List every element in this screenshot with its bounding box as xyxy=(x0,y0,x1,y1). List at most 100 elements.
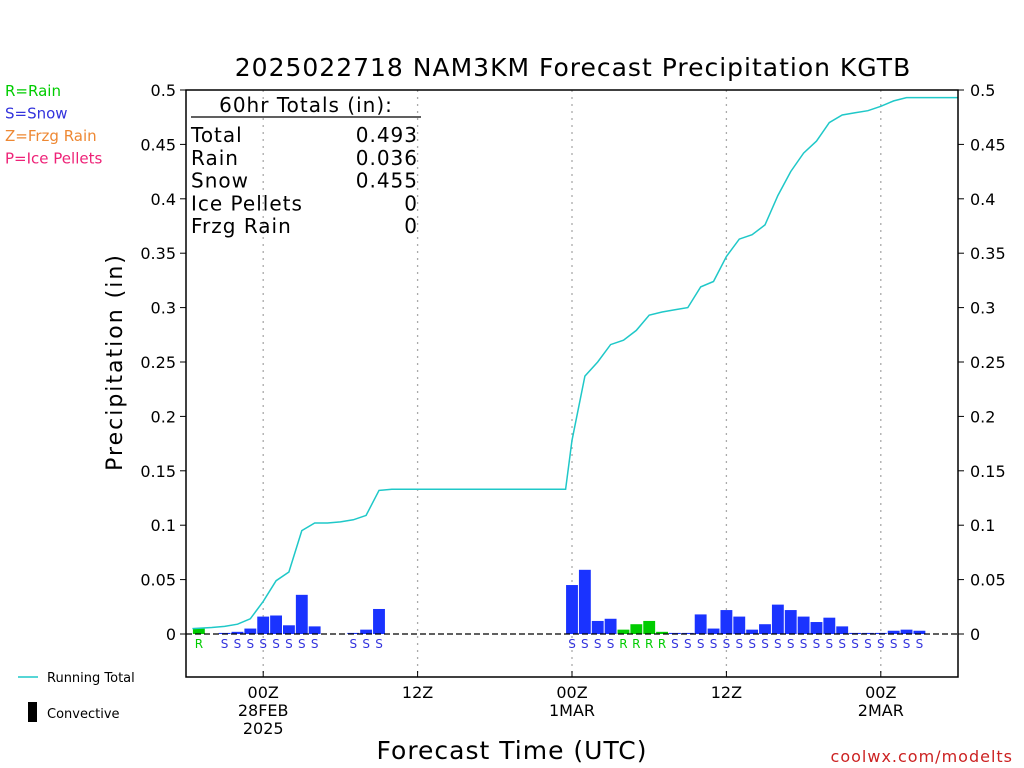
ptype-label: S xyxy=(903,637,911,651)
x-tick-label: 00Z xyxy=(556,683,587,702)
y-tick-label-right: 0.35 xyxy=(970,244,1006,263)
totals-row-value: 0.455 xyxy=(356,169,418,193)
precip-bar xyxy=(244,628,257,634)
y-tick-label-left: 0.1 xyxy=(151,516,176,535)
ptype-legend-item: P=Ice Pellets xyxy=(5,150,102,168)
precip-bar xyxy=(810,622,823,634)
precip-bar xyxy=(759,624,771,634)
ptype-label: S xyxy=(671,637,679,651)
y-tick-label-left: 0.15 xyxy=(140,462,176,481)
precip-bars xyxy=(192,569,926,634)
y-tick-label-right: 0.45 xyxy=(970,135,1006,154)
x-tick-label: 28FEB xyxy=(238,701,289,720)
precip-bar xyxy=(681,632,694,634)
precip-bar xyxy=(797,616,810,634)
y-tick-label-left: 0.25 xyxy=(140,353,176,372)
y-tick-label-left: 0 xyxy=(166,625,176,644)
ptype-label: S xyxy=(838,637,846,651)
y-tick-label-left: 0.05 xyxy=(140,571,176,590)
precip-bar xyxy=(308,626,321,634)
precip-bar xyxy=(295,594,308,634)
x-tick-label: 2025 xyxy=(243,719,284,738)
x-tick-label: 12Z xyxy=(402,683,433,702)
ptype-label: S xyxy=(800,637,808,651)
totals-box: 60hr Totals (in): Total 0.493 Rain 0.036 Sno… xyxy=(190,93,421,238)
y-tick-label-left: 0.45 xyxy=(140,135,176,154)
totals-row-label: Rain xyxy=(191,146,239,170)
totals-row-value: 0.036 xyxy=(356,146,418,170)
ptype-label: S xyxy=(362,637,370,651)
precip-bar xyxy=(566,585,578,634)
precip-bar xyxy=(373,608,385,634)
ptype-label: S xyxy=(697,637,705,651)
ptype-label: S xyxy=(761,637,769,651)
totals-row-label: Snow xyxy=(191,169,249,193)
y-tick-label-left: 0.5 xyxy=(151,81,176,100)
y-tick-label-left: 0.35 xyxy=(140,244,176,263)
y-axis-right: 0.5 0.45 0.4 0.35 0.3 0.25 0.2 0.15 0.1 0.05 0 xyxy=(958,81,1006,644)
ptype-label: R xyxy=(645,637,653,651)
ptype-legend-item: S=Snow xyxy=(5,105,68,123)
precip-bar xyxy=(257,616,270,634)
ptype-label: S xyxy=(607,637,615,651)
precip-bar xyxy=(630,624,643,634)
y-tick-label-right: 0.2 xyxy=(970,407,995,426)
x-axis-label: Forecast Time (UTC) xyxy=(377,736,648,765)
precip-bar xyxy=(578,569,591,634)
ptype-legend-item: Z=Frzg Rain xyxy=(5,127,97,145)
y-axis-label: Precipitation (in) xyxy=(103,253,128,471)
ptype-label: S xyxy=(916,637,924,651)
ptype-label: S xyxy=(748,637,756,651)
precip-bar xyxy=(823,617,836,634)
ptype-label: S xyxy=(221,637,229,651)
ptype-label: S xyxy=(826,637,834,651)
totals-header: 60hr Totals (in): xyxy=(219,93,393,117)
precip-bar xyxy=(694,614,707,634)
ptype-label: R xyxy=(632,637,640,651)
precip-bar xyxy=(746,629,759,634)
precip-bar xyxy=(283,625,295,634)
x-tick-label: 12Z xyxy=(711,683,742,702)
ptype-label: S xyxy=(272,637,280,651)
ptype-label: S xyxy=(234,637,242,651)
ptype-label: S xyxy=(851,637,859,651)
ptype-label: R xyxy=(658,637,666,651)
ptype-label: S xyxy=(298,637,306,651)
y-tick-label-right: 0.5 xyxy=(970,81,995,100)
ptype-label: S xyxy=(864,637,872,651)
y-axis-left: 0.5 0.45 0.4 0.35 0.3 0.25 0.2 0.15 0.1 0.05 0 xyxy=(140,81,186,644)
bottom-legend-label: Running Total xyxy=(47,671,135,686)
precip-bar xyxy=(270,615,282,634)
precip-bar xyxy=(231,631,244,634)
precip-bar xyxy=(617,629,630,634)
x-tick-label: 1MAR xyxy=(549,701,595,720)
running-total-line xyxy=(192,96,958,630)
precip-bar xyxy=(900,629,913,634)
ptype-label: S xyxy=(710,637,718,651)
ptype-label: S xyxy=(813,637,821,651)
ptype-label: S xyxy=(568,637,576,651)
ptype-label: S xyxy=(877,637,885,651)
ptype-label: S xyxy=(311,637,319,651)
ptype-label: S xyxy=(375,637,383,651)
precip-bar xyxy=(192,628,205,634)
ptype-legend: R=Rain S=Snow Z=Frzg Rain P=Ice Pellets xyxy=(5,82,102,168)
precip-bar xyxy=(771,604,784,634)
precip-bar xyxy=(862,632,874,634)
y-tick-label-right: 0.15 xyxy=(970,462,1006,481)
precip-bar xyxy=(836,626,849,634)
chart-title: 2025022718 NAM3KM Forecast Precipitation… xyxy=(235,53,911,82)
precip-bar xyxy=(784,610,797,634)
y-tick-label-right: 0.25 xyxy=(970,353,1006,372)
y-tick-label-right: 0.3 xyxy=(970,299,995,318)
y-tick-label-left: 0.2 xyxy=(151,407,176,426)
ptype-label: R xyxy=(195,637,203,651)
totals-row-label: Frzg Rain xyxy=(191,214,292,238)
y-tick-label-right: 0.05 xyxy=(970,571,1006,590)
y-tick-label-right: 0.4 xyxy=(970,190,995,209)
x-tick-label: 00Z xyxy=(248,683,279,702)
precip-bar xyxy=(887,630,900,634)
totals-row-value: 0 xyxy=(404,191,418,215)
convective-swatch xyxy=(28,702,37,722)
